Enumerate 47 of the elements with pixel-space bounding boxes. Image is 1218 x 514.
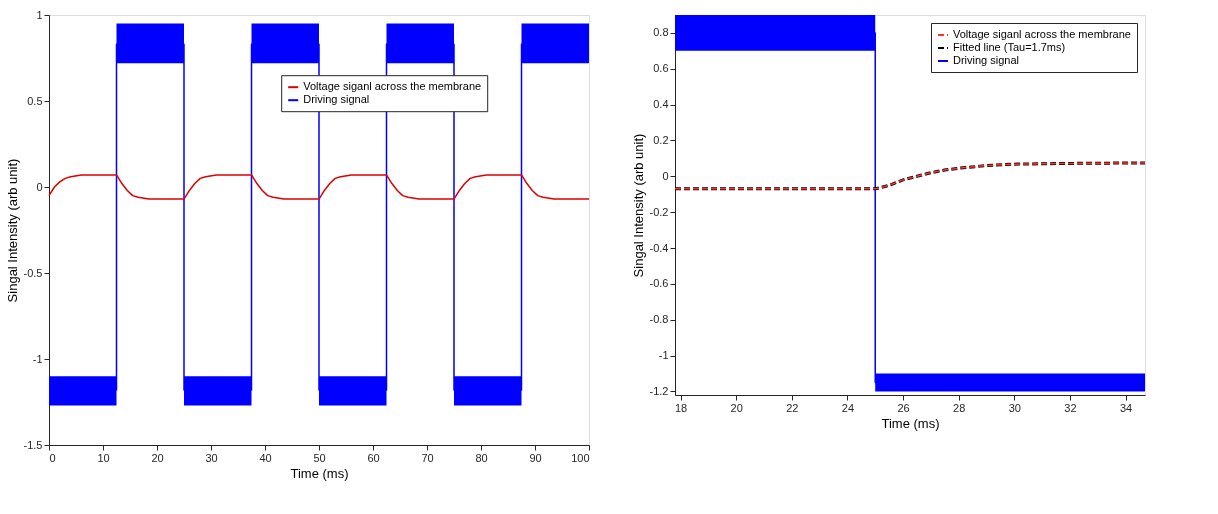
- x-axis-title: Time (ms): [881, 415, 940, 431]
- x-tick-label: 18: [674, 401, 688, 414]
- x-tick-label: 22: [786, 401, 799, 414]
- line-series: [48, 174, 590, 200]
- x-tick-label: 34: [1119, 401, 1133, 414]
- y-tick-label: 1: [36, 8, 43, 21]
- x-axis-title: Time (ms): [290, 465, 349, 481]
- x-tick-label: 30: [1008, 401, 1021, 414]
- x-tick-label: 50: [313, 451, 326, 464]
- y-tick-label: 0.8: [653, 26, 669, 39]
- legend-label: Fitted line (Tau=1.7ms): [953, 41, 1066, 53]
- x-tick-label: 32: [1064, 401, 1077, 414]
- x-tick-label: 20: [730, 401, 743, 414]
- x-tick-label: 10: [97, 451, 110, 464]
- y-tick-label: 0.2: [653, 133, 669, 146]
- y-tick-label: 0: [662, 169, 669, 182]
- x-tick-label: 24: [841, 401, 855, 414]
- legend-label: Driving signal: [953, 54, 1020, 66]
- x-tick-label: 100: [571, 451, 590, 464]
- x-tick-label: 40: [259, 451, 272, 464]
- x-tick-label: 0: [49, 451, 56, 464]
- y-tick-label: -1: [658, 349, 669, 362]
- y-tick-label: -0.4: [649, 241, 669, 254]
- y-tick-label: -0.2: [649, 205, 669, 218]
- legend-label: Driving signal: [303, 93, 370, 106]
- y-tick-label: 0.5: [27, 94, 43, 107]
- y-axis-title: Singal Intensity (arb unit): [4, 158, 20, 303]
- legend-label: Voltage siganl across the membrane: [303, 80, 482, 93]
- x-tick-label: 26: [897, 401, 910, 414]
- x-tick-label: 80: [475, 451, 488, 464]
- y-tick-label: -1.5: [23, 438, 43, 451]
- y-tick-label: 0.6: [653, 62, 669, 75]
- y-tick-label: 0: [36, 180, 43, 193]
- x-tick-label: 28: [953, 401, 966, 414]
- x-tick-label: 70: [421, 451, 434, 464]
- y-tick-label: 0.4: [653, 98, 669, 111]
- y-tick-label: -1: [32, 352, 43, 365]
- x-tick-label: 20: [151, 451, 164, 464]
- y-tick-label: -0.6: [649, 277, 669, 290]
- x-tick-label: 30: [205, 451, 218, 464]
- y-tick-label: -0.5: [23, 266, 43, 279]
- y-axis-title: Singal Intensity (arb unit): [630, 133, 646, 278]
- y-tick-label: -1.2: [649, 384, 669, 397]
- y-tick-label: -0.8: [649, 313, 669, 326]
- x-tick-label: 90: [529, 451, 542, 464]
- legend-label: Voltage siganl across the membrane: [953, 28, 1131, 40]
- x-tick-label: 60: [367, 451, 380, 464]
